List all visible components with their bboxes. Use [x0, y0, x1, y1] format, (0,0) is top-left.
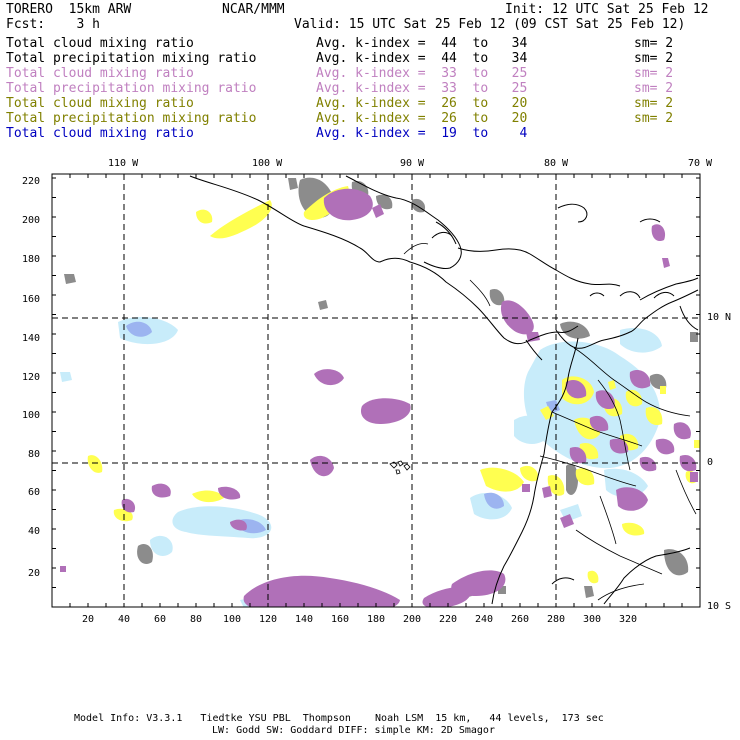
y-tick-label: 140 — [22, 333, 41, 344]
purple-field — [60, 188, 698, 607]
blue-field — [126, 321, 560, 534]
x-tick-label: 300 — [583, 614, 602, 625]
y-tick-label: 220 — [22, 176, 41, 187]
x-tick-label: 160 — [331, 614, 350, 625]
lat-label-10s: 10 S — [707, 601, 732, 612]
legend-field-4: Total precipitation mixing ratio — [6, 81, 257, 96]
legend-range-1: Avg. k-index = 44 to 34 — [316, 36, 528, 51]
valid-time: Valid: 15 UTC Sat 25 Feb 12 (09 CST Sat … — [294, 17, 686, 32]
x-tick-label: 80 — [190, 614, 203, 625]
x-tick-label: 240 — [475, 614, 494, 625]
legend-sm-6: sm= 2 — [634, 111, 674, 126]
country-borders — [403, 243, 697, 601]
lon-label-110w: 110 W — [108, 158, 139, 169]
legend-range-2: Avg. k-index = 44 to 34 — [316, 51, 528, 66]
legend-sm-2: sm= 2 — [634, 51, 674, 66]
model-info: Model Info: V3.3.1 Tiedtke YSU PBL Thomp… — [74, 713, 604, 724]
axis-ticks — [52, 174, 700, 607]
legend-field-6: Total precipitation mixing ratio — [6, 111, 257, 126]
y-tick-label: 80 — [28, 449, 41, 460]
legend-field-7: Total cloud mixing ratio — [6, 126, 194, 141]
x-tick-label: 120 — [259, 614, 278, 625]
organization: NCAR/MMM — [222, 2, 285, 17]
y-tick-label: 100 — [22, 410, 41, 421]
x-tick-label: 200 — [403, 614, 422, 625]
x-tick-label: 40 — [118, 614, 131, 625]
y-tick-label: 200 — [22, 215, 41, 226]
x-tick-label: 180 — [367, 614, 386, 625]
lon-label-80w: 80 W — [544, 158, 569, 169]
x-tick-label: 100 — [223, 614, 242, 625]
y-tick-label: 20 — [28, 568, 41, 579]
legend-sm-4: sm= 2 — [634, 81, 674, 96]
x-tick-label: 140 — [295, 614, 314, 625]
x-tick-label: 20 — [82, 614, 95, 625]
physics-info: LW: Godd SW: Goddard DIFF: simple KM: 2D… — [212, 725, 495, 736]
init-time: Init: 12 UTC Sat 25 Feb 12 — [505, 2, 709, 17]
legend-sm-1: sm= 2 — [634, 36, 674, 51]
legend-range-6: Avg. k-index = 26 to 20 — [316, 111, 528, 126]
lon-label-100w: 100 W — [252, 158, 283, 169]
legend-field-1: Total cloud mixing ratio — [6, 36, 194, 51]
y-tick-label: 160 — [22, 294, 41, 305]
x-tick-label: 60 — [154, 614, 167, 625]
legend-range-7: Avg. k-index = 19 to 4 — [316, 126, 528, 141]
legend-range-4: Avg. k-index = 33 to 25 — [316, 81, 528, 96]
coastlines — [189, 175, 699, 605]
hydrometeor-fields — [60, 177, 700, 607]
legend-range-3: Avg. k-index = 33 to 25 — [316, 66, 528, 81]
legend-sm-5: sm= 2 — [634, 96, 674, 111]
forecast-hour: Fcst: 3 h — [6, 17, 100, 32]
x-tick-label: 320 — [619, 614, 638, 625]
x-tick-label: 220 — [439, 614, 458, 625]
legend-field-3: Total cloud mixing ratio — [6, 66, 194, 81]
y-tick-label: 120 — [22, 372, 41, 383]
legend-sm-3: sm= 2 — [634, 66, 674, 81]
y-tick-label: 40 — [28, 526, 41, 537]
legend-range-5: Avg. k-index = 26 to 20 — [316, 96, 528, 111]
y-tick-label: 180 — [22, 254, 41, 265]
lon-label-90w: 90 W — [400, 158, 425, 169]
legend-field-2: Total precipitation mixing ratio — [6, 51, 257, 66]
x-tick-label: 260 — [511, 614, 530, 625]
lat-label-0: 0 — [707, 457, 714, 468]
lat-label-10n: 10 N — [707, 312, 732, 323]
graticule — [52, 174, 700, 607]
x-tick-label: 280 — [547, 614, 566, 625]
y-tick-label: 60 — [28, 487, 41, 498]
legend-field-5: Total cloud mixing ratio — [6, 96, 194, 111]
model-title: TORERO 15km ARW — [6, 2, 132, 17]
lon-label-70w: 70 W — [688, 158, 713, 169]
